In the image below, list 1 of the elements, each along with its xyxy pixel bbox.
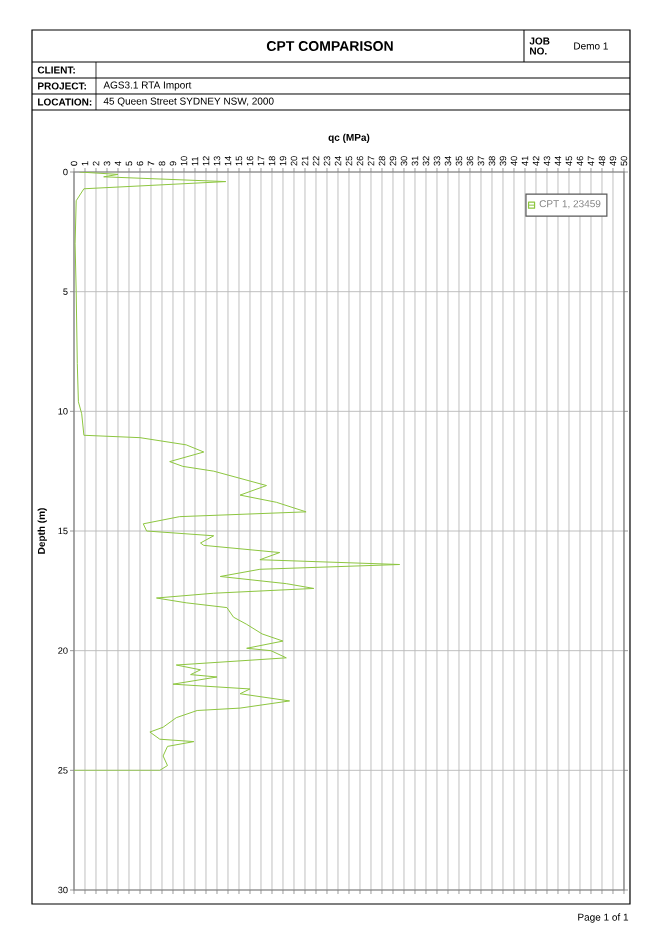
line-series xyxy=(74,172,401,771)
